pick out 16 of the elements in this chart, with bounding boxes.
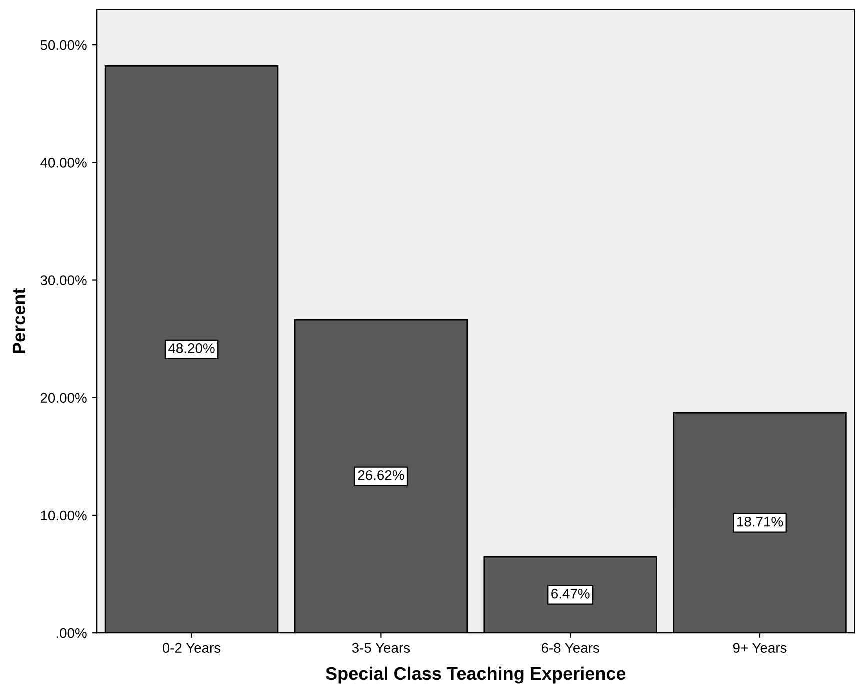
x-tick-label: 0-2 Years: [162, 643, 221, 654]
data-label: 6.47%: [552, 588, 590, 599]
y-tick-label: 50.00%: [40, 40, 87, 50]
y-tick-label: 10.00%: [41, 510, 87, 521]
y-tick-label: 40.00%: [40, 158, 87, 168]
y-tick-label: .00%: [56, 628, 87, 638]
x-tick-label: 3-5 Years: [352, 643, 410, 654]
y-axis-title: Percent: [12, 288, 26, 354]
data-label: 18.71%: [738, 516, 784, 527]
x-axis-title: Special Class Teaching Experience: [326, 666, 626, 684]
x-tick-label: 6-8 Years: [542, 643, 600, 654]
data-label: 26.62%: [358, 470, 404, 480]
y-tick-label: 20.00%: [40, 393, 87, 404]
y-tick-label: 30.00%: [40, 276, 87, 286]
x-tick-label: 9+ Years: [733, 643, 787, 654]
data-label: 48.20%: [168, 344, 215, 354]
